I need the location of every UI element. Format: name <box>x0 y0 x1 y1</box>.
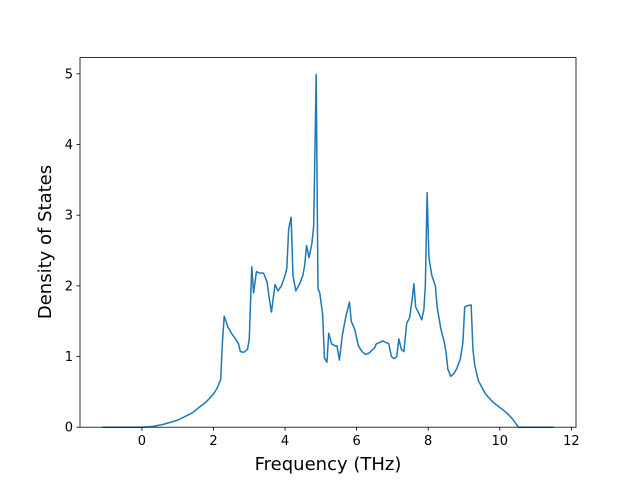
y-tick-label: 3 <box>65 209 73 224</box>
y-axis-label: Density of States <box>35 165 56 319</box>
line <box>102 73 554 428</box>
x-tick-label: 4 <box>281 434 289 449</box>
y-tick-label: 0 <box>65 421 73 436</box>
x-tick-label: 6 <box>352 434 360 449</box>
y-tick-label: 1 <box>65 350 73 365</box>
x-axis-label: Frequency (THz) <box>255 454 402 475</box>
x-tick-label: 0 <box>138 434 146 449</box>
y-tick-label: 5 <box>65 67 73 82</box>
x-tick-label: 10 <box>492 434 509 449</box>
x-tick-label: 8 <box>424 434 432 449</box>
y-tick-label: 2 <box>65 279 73 294</box>
plot-frame <box>79 57 577 428</box>
x-tick-label: 12 <box>563 434 580 449</box>
y-tick-label: 4 <box>65 138 73 153</box>
x-tick-label: 2 <box>209 434 217 449</box>
